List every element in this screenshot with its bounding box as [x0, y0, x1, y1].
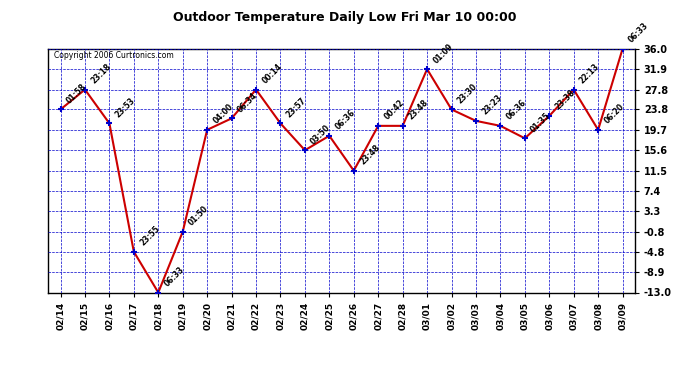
Text: 23:23: 23:23	[480, 93, 504, 117]
Text: 23:30: 23:30	[455, 82, 479, 105]
Text: 23:18: 23:18	[89, 62, 112, 86]
Text: 23:48: 23:48	[407, 98, 431, 122]
Text: 04:00: 04:00	[211, 102, 235, 126]
Text: 06:20: 06:20	[602, 102, 626, 126]
Text: 01:09: 01:09	[431, 42, 455, 65]
Text: Copyright 2006 Curtronics.com: Copyright 2006 Curtronics.com	[55, 51, 174, 60]
Text: 22:13: 22:13	[578, 62, 601, 86]
Text: 06:33: 06:33	[162, 265, 186, 288]
Text: 06:33: 06:33	[627, 21, 650, 45]
Text: 23:55: 23:55	[138, 224, 161, 248]
Text: 01:58: 01:58	[65, 82, 88, 105]
Text: 23:38: 23:38	[553, 88, 577, 112]
Text: 01:35: 01:35	[529, 111, 552, 134]
Text: 01:50: 01:50	[187, 204, 210, 228]
Text: 23:57: 23:57	[284, 96, 308, 119]
Text: 23:48: 23:48	[358, 143, 382, 166]
Text: 00:14: 00:14	[260, 62, 284, 86]
Text: Outdoor Temperature Daily Low Fri Mar 10 00:00: Outdoor Temperature Daily Low Fri Mar 10…	[173, 11, 517, 24]
Text: 06:36: 06:36	[333, 108, 357, 132]
Text: 06:34: 06:34	[236, 91, 259, 114]
Text: 06:36: 06:36	[504, 98, 528, 122]
Text: 00:42: 00:42	[382, 98, 406, 122]
Text: 23:53: 23:53	[114, 96, 137, 119]
Text: 03:50: 03:50	[309, 123, 333, 146]
